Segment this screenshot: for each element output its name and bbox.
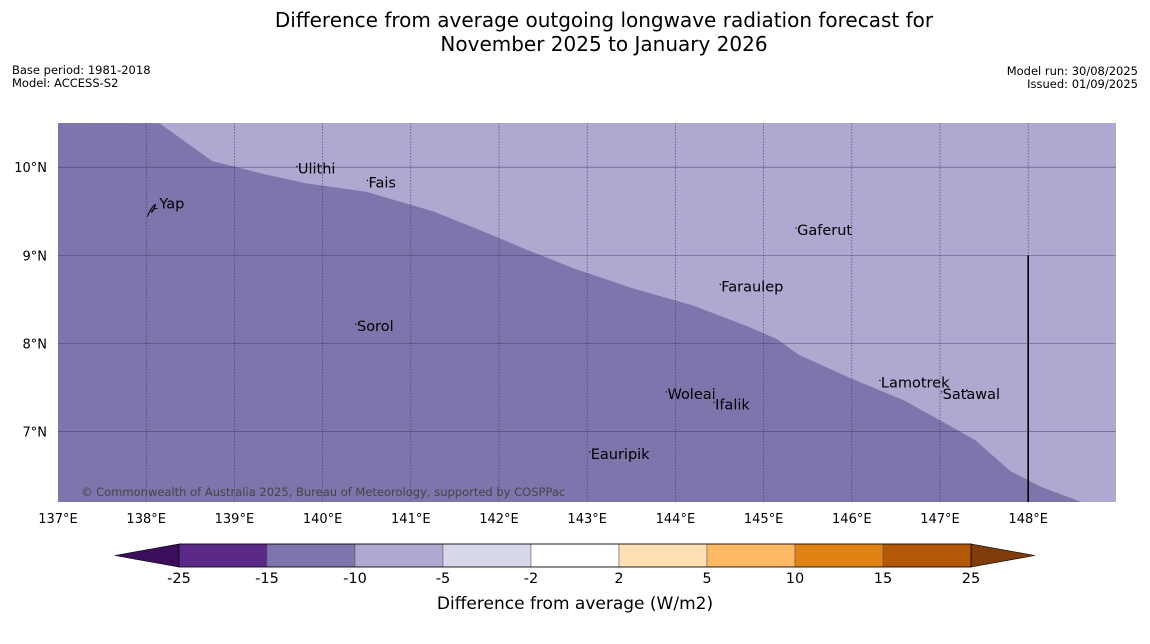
lon-tick-label: 148°E <box>1008 512 1048 527</box>
place-label: Fais <box>368 175 395 191</box>
colorbar-tick-label: -25 <box>167 571 191 587</box>
issued-date: Issued: 01/09/2025 <box>1027 77 1138 91</box>
island-dot <box>296 165 298 168</box>
island-dot <box>665 391 668 393</box>
place-label: Gaferut <box>797 223 852 239</box>
place-labels: Yap Ulithi Fais Gaferut Faraulep Sorol WoleaiI… <box>146 161 1000 463</box>
place-label: Eauripik <box>591 447 650 463</box>
place-label: Woleai <box>667 387 715 403</box>
lat-tick-label: 9°N <box>23 249 48 264</box>
lon-tick-label: 138°E <box>126 512 166 527</box>
place-label: Ulithi <box>298 161 336 177</box>
model-run: Model run: 30/08/2025 <box>1006 64 1138 78</box>
place-label: Lamotrek <box>881 375 950 391</box>
island-dot <box>940 391 943 393</box>
model-name: Model: ACCESS-S2 <box>12 76 119 90</box>
colorbar: -25 -15 -10 -5 -2 2 5 10 15 25 <box>114 543 1036 587</box>
colorbar-bin <box>618 543 708 568</box>
lon-tick-label: 141°E <box>391 512 431 527</box>
place-label: Yap <box>158 197 184 213</box>
island-dot <box>713 401 715 404</box>
lon-tick-label: 143°E <box>567 512 607 527</box>
colorbar-tick-label: -5 <box>436 571 450 587</box>
colorbar-tick-label: 25 <box>962 571 980 587</box>
lat-tick-label: 10°N <box>14 161 47 176</box>
lon-tick-label: 146°E <box>832 512 872 527</box>
lon-tick-label: 142°E <box>479 512 519 527</box>
colorbar-bin <box>530 543 620 568</box>
colorbar-bin <box>882 543 972 568</box>
lon-tick-label: 145°E <box>744 512 784 527</box>
island-dot <box>366 179 369 182</box>
island-dot <box>589 451 591 453</box>
colorbar-bin <box>266 543 356 568</box>
colorbar-tick-label: -10 <box>343 571 367 587</box>
title-line-1: Difference from average outgoing longwav… <box>274 8 934 32</box>
island-dot <box>879 379 881 382</box>
place-label: Faraulep <box>721 279 783 295</box>
lon-tick-label: 140°E <box>303 512 343 527</box>
island-dot <box>355 323 357 325</box>
colorbar-bin <box>794 543 884 568</box>
chart-title: Difference from average outgoing longwav… <box>0 8 1150 56</box>
place-label: Ifalik <box>715 397 750 413</box>
copyright-notice: © Commonwealth of Australia 2025, Bureau… <box>81 485 565 499</box>
run-info: Model run: 30/08/2025 Issued: 01/09/2025 <box>1007 65 1138 91</box>
map-area <box>58 123 1116 502</box>
base-period: Base period: 1981-2018 <box>12 63 151 77</box>
title-line-2: November 2025 to January 2026 <box>440 32 768 56</box>
colorbar-tick-label: 5 <box>702 571 711 587</box>
place-label: Satawal <box>943 387 1000 403</box>
colorbar-tick-label: -2 <box>524 571 538 587</box>
lon-tick-label: 139°E <box>215 512 255 527</box>
island-dot <box>795 227 797 229</box>
colorbar-bin <box>706 543 796 568</box>
colorbar-bin <box>178 543 268 568</box>
island-dot <box>965 389 968 392</box>
lon-tick-label: 147°E <box>920 512 960 527</box>
colorbar-frame <box>178 543 972 568</box>
colorbar-bin <box>354 543 444 568</box>
lat-tick-label: 7°N <box>23 426 48 441</box>
colorbar-extend-low <box>114 543 180 568</box>
island-dot <box>719 283 721 286</box>
model-info: Base period: 1981-2018 Model: ACCESS-S2 <box>12 64 151 90</box>
colorbar-tick-label: 15 <box>874 571 892 587</box>
lon-tick-label: 137°E <box>38 512 78 527</box>
colorbar-bin <box>442 543 532 568</box>
colorbar-extend-high <box>970 543 1036 568</box>
colorbar-tick-label: 2 <box>614 571 623 587</box>
region-southwest <box>58 123 1082 502</box>
place-label: Sorol <box>357 319 394 335</box>
island-outline <box>146 203 158 217</box>
colorbar-label: Difference from average (W/m2) <box>436 594 714 614</box>
map-axes: 137°E 138°E 139°E 140°E 141°E 142°E 143°E 144°E… <box>14 161 1048 527</box>
colorbar-tick-label: 10 <box>786 571 804 587</box>
colorbar-tick-label: -15 <box>255 571 279 587</box>
lon-tick-label: 144°E <box>656 512 696 527</box>
lat-tick-label: 8°N <box>23 337 48 352</box>
